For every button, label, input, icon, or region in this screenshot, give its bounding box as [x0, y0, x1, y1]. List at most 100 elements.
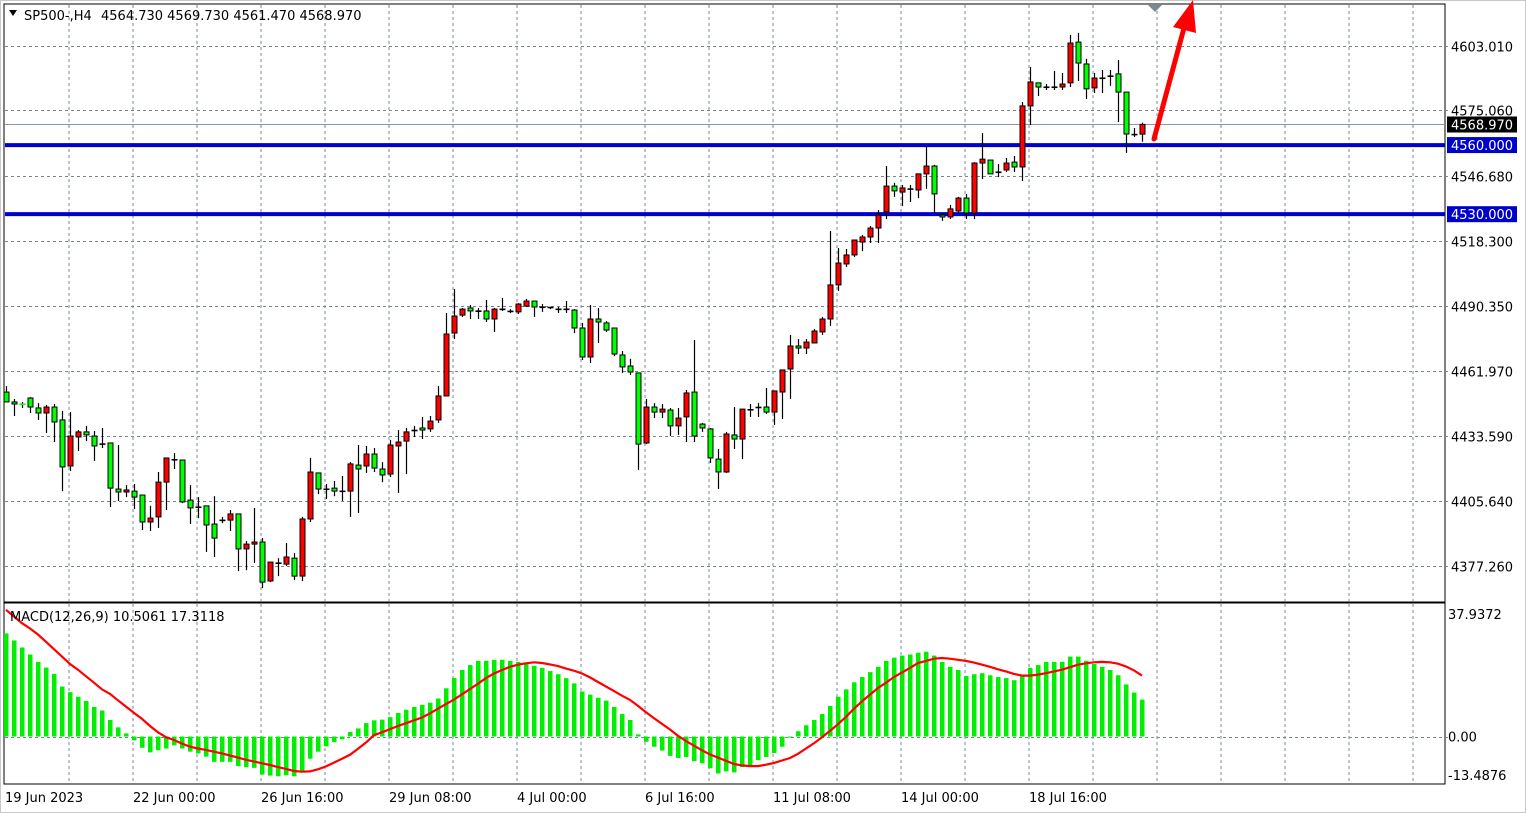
candle[interactable]: [779, 369, 786, 419]
candle[interactable]: [51, 404, 58, 443]
candle[interactable]: [819, 316, 826, 335]
candle[interactable]: [571, 309, 578, 334]
candle[interactable]: [491, 307, 498, 332]
candle[interactable]: [1019, 101, 1026, 182]
candle[interactable]: [323, 483, 330, 499]
candle[interactable]: [587, 304, 594, 364]
candle[interactable]: [707, 427, 714, 464]
candle[interactable]: [123, 485, 130, 498]
candle[interactable]: [523, 298, 530, 308]
candle[interactable]: [147, 505, 154, 531]
candle[interactable]: [243, 541, 250, 571]
candle[interactable]: [451, 289, 458, 340]
candle[interactable]: [699, 422, 706, 432]
candle[interactable]: [355, 445, 362, 513]
candle[interactable]: [1003, 157, 1010, 173]
candle[interactable]: [1067, 34, 1074, 88]
candle[interactable]: [547, 306, 554, 310]
candle[interactable]: [531, 300, 538, 317]
candle[interactable]: [139, 494, 146, 531]
candle[interactable]: [411, 425, 418, 437]
candle[interactable]: [195, 497, 202, 519]
candle[interactable]: [267, 561, 274, 583]
candle[interactable]: [867, 225, 874, 243]
candle[interactable]: [723, 431, 730, 473]
candle[interactable]: [939, 213, 946, 221]
candle[interactable]: [11, 398, 18, 417]
candle[interactable]: [731, 407, 738, 449]
candle[interactable]: [107, 442, 114, 508]
candle[interactable]: [371, 448, 378, 472]
candle[interactable]: [763, 387, 770, 414]
candle[interactable]: [83, 425, 90, 442]
candle[interactable]: [27, 397, 34, 414]
candle[interactable]: [747, 404, 754, 417]
candle[interactable]: [1115, 60, 1122, 123]
candle[interactable]: [3, 386, 10, 403]
candle[interactable]: [947, 204, 954, 220]
candle[interactable]: [787, 334, 794, 399]
candle[interactable]: [427, 416, 434, 432]
candle[interactable]: [155, 471, 162, 528]
candle[interactable]: [843, 248, 850, 267]
candle[interactable]: [91, 430, 98, 461]
candle[interactable]: [835, 248, 842, 291]
candle[interactable]: [611, 327, 618, 357]
candle[interactable]: [827, 231, 834, 326]
candle[interactable]: [75, 430, 82, 452]
candle[interactable]: [627, 358, 634, 375]
candle[interactable]: [99, 427, 106, 449]
candle[interactable]: [555, 307, 562, 314]
candle[interactable]: [995, 163, 1002, 178]
candle[interactable]: [251, 507, 258, 563]
candle[interactable]: [907, 184, 914, 202]
candle[interactable]: [283, 542, 290, 566]
candle[interactable]: [635, 372, 642, 470]
candle[interactable]: [875, 210, 882, 243]
candle[interactable]: [219, 516, 226, 524]
candle[interactable]: [619, 351, 626, 373]
candle[interactable]: [211, 496, 218, 557]
candle[interactable]: [755, 403, 762, 417]
candle[interactable]: [299, 516, 306, 581]
candle[interactable]: [59, 410, 66, 492]
candle[interactable]: [1051, 70, 1058, 91]
candle[interactable]: [291, 553, 298, 581]
candle[interactable]: [1107, 69, 1114, 86]
candle[interactable]: [459, 307, 466, 317]
candle[interactable]: [739, 408, 746, 460]
candle[interactable]: [987, 159, 994, 175]
candle[interactable]: [899, 184, 906, 206]
candle[interactable]: [971, 162, 978, 220]
candle[interactable]: [1011, 155, 1018, 173]
candle[interactable]: [467, 304, 474, 320]
candle[interactable]: [1075, 32, 1082, 82]
candle[interactable]: [115, 445, 122, 502]
candle[interactable]: [675, 407, 682, 435]
candle[interactable]: [227, 509, 234, 531]
triangle-down-icon[interactable]: [9, 10, 17, 16]
candle[interactable]: [683, 389, 690, 443]
candle[interactable]: [1043, 84, 1050, 91]
candle[interactable]: [931, 164, 938, 214]
candle[interactable]: [1083, 58, 1090, 99]
candle[interactable]: [259, 538, 266, 589]
candle[interactable]: [307, 457, 314, 522]
candle[interactable]: [363, 445, 370, 473]
candle[interactable]: [651, 403, 658, 419]
candle[interactable]: [923, 146, 930, 189]
candle[interactable]: [595, 307, 602, 343]
candle[interactable]: [499, 298, 506, 311]
candle[interactable]: [1123, 91, 1130, 153]
candle[interactable]: [131, 483, 138, 510]
candle[interactable]: [235, 513, 242, 572]
candle[interactable]: [507, 309, 514, 314]
candle[interactable]: [1139, 122, 1146, 142]
candle[interactable]: [1099, 69, 1106, 94]
candle[interactable]: [859, 234, 866, 252]
candle[interactable]: [851, 239, 858, 258]
candle[interactable]: [483, 299, 490, 323]
candle[interactable]: [315, 472, 322, 495]
candle[interactable]: [435, 386, 442, 423]
